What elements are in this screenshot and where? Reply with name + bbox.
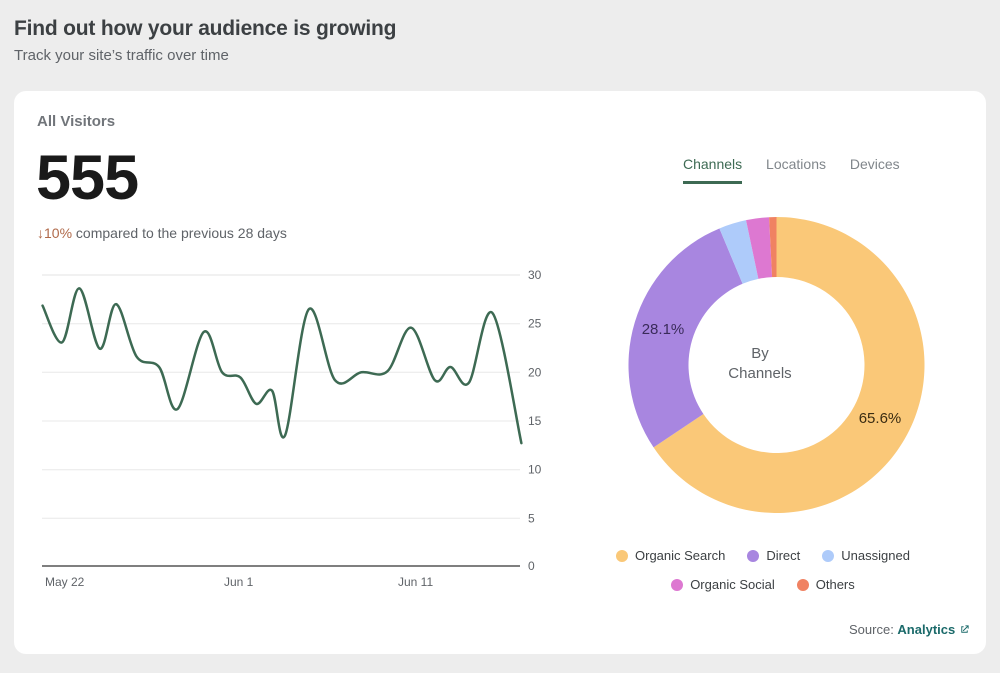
svg-text:15: 15 [528, 414, 542, 428]
svg-text:28.1%: 28.1% [642, 321, 685, 338]
svg-text:65.6%: 65.6% [859, 410, 902, 427]
svg-text:By: By [751, 345, 769, 362]
svg-text:May 22: May 22 [45, 575, 85, 589]
svg-text:Jun 11: Jun 11 [398, 575, 433, 589]
svg-text:5: 5 [528, 511, 535, 525]
svg-text:10: 10 [528, 463, 542, 477]
svg-text:30: 30 [528, 270, 542, 282]
svg-text:20: 20 [528, 365, 542, 379]
svg-text:25: 25 [528, 317, 542, 331]
svg-text:Jun 1: Jun 1 [224, 575, 254, 589]
svg-text:Channels: Channels [728, 365, 791, 382]
svg-text:0: 0 [528, 559, 535, 573]
